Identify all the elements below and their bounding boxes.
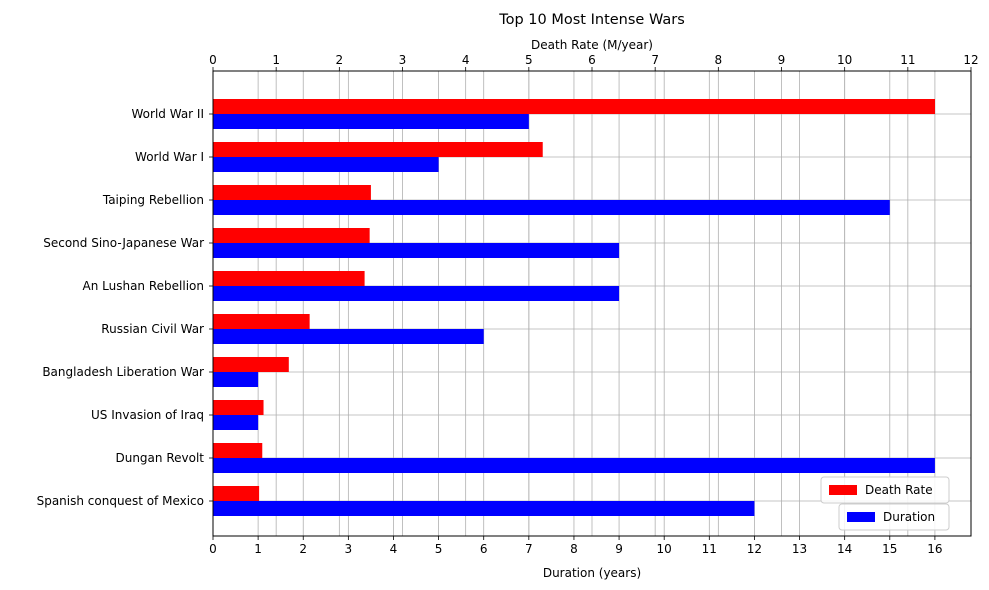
- legend-swatch: [829, 485, 857, 495]
- bar-duration: [213, 372, 259, 387]
- x-top-tick-label: 5: [525, 53, 533, 67]
- bar-duration: [213, 329, 484, 344]
- y-tick-label: Russian Civil War: [101, 322, 204, 336]
- x-top-tick-label: 4: [462, 53, 470, 67]
- y-tick-label: Dungan Revolt: [115, 451, 204, 465]
- legend-box: [820, 476, 950, 504]
- x-bottom-tick-label: 6: [480, 542, 488, 556]
- legend-label: Death Rate: [865, 483, 933, 497]
- x-bottom-tick-label: 13: [792, 542, 807, 556]
- x-bottom-tick-label: 0: [209, 542, 217, 556]
- bar-duration: [213, 286, 620, 301]
- x-bottom-tick-label: 3: [345, 542, 353, 556]
- x-top-tick-label: 2: [336, 53, 344, 67]
- y-tick-label: US Invasion of Iraq: [91, 408, 204, 422]
- legend-label: Duration: [883, 510, 935, 524]
- x-top-tick-label: 1: [272, 53, 280, 67]
- y-tick-label: World War II: [132, 107, 204, 121]
- x-top-tick-label: 10: [837, 53, 852, 67]
- x-top-tick-label: 6: [588, 53, 596, 67]
- chart-title: Top 10 Most Intense Wars: [498, 12, 685, 28]
- x-top-tick-label: 11: [900, 53, 915, 67]
- y-tick-label: Second Sino-Japanese War: [43, 236, 204, 250]
- bar-duration: [213, 200, 890, 215]
- bar-death-rate: [213, 400, 264, 415]
- x-bottom-tick-label: 8: [570, 542, 578, 556]
- top-axis-label: Death Rate (M/year): [531, 38, 653, 52]
- bar-duration: [213, 415, 259, 430]
- x-bottom-tick-label: 16: [927, 542, 942, 556]
- bottom-axis-label: Duration (years): [543, 566, 641, 580]
- ticks: World War II World War I Taiping Rebellion…: [37, 53, 979, 556]
- x-bottom-tick-label: 10: [657, 542, 672, 556]
- x-top-tick-label: 12: [963, 53, 978, 67]
- x-bottom-tick-label: 12: [747, 542, 762, 556]
- bar-death-rate: [213, 228, 370, 243]
- x-bottom-tick-label: 11: [702, 542, 717, 556]
- y-tick-label: Taiping Rebellion: [102, 193, 204, 207]
- bar-death-rate: [213, 142, 543, 157]
- bar-duration: [213, 243, 620, 258]
- y-tick-label: An Lushan Rebellion: [83, 279, 204, 293]
- bar-death-rate: [213, 443, 263, 458]
- legend-box: [838, 503, 950, 531]
- y-tick-label: Spanish conquest of Mexico: [37, 494, 204, 508]
- legend: Death Rate Duration: [820, 476, 950, 531]
- x-bottom-tick-label: 15: [882, 542, 897, 556]
- x-top-tick-label: 9: [778, 53, 786, 67]
- x-bottom-tick-label: 14: [837, 542, 852, 556]
- bar-duration: [213, 157, 439, 172]
- legend-swatch: [847, 512, 875, 522]
- bar-duration: [213, 501, 755, 516]
- bars: [213, 99, 935, 516]
- x-top-tick-label: 3: [399, 53, 407, 67]
- x-bottom-tick-label: 2: [299, 542, 307, 556]
- bar-death-rate: [213, 314, 310, 329]
- bar-death-rate: [213, 99, 935, 114]
- x-bottom-tick-label: 4: [390, 542, 398, 556]
- bar-death-rate: [213, 486, 260, 501]
- bar-death-rate: [213, 185, 371, 200]
- x-top-tick-label: 7: [651, 53, 659, 67]
- y-tick-label: Bangladesh Liberation War: [42, 365, 204, 379]
- x-bottom-tick-label: 5: [435, 542, 443, 556]
- bar-duration: [213, 114, 529, 129]
- bar-duration: [213, 458, 935, 473]
- x-bottom-tick-label: 9: [615, 542, 623, 556]
- x-top-tick-label: 0: [209, 53, 217, 67]
- bar-death-rate: [213, 357, 289, 372]
- x-bottom-tick-label: 1: [254, 542, 262, 556]
- x-bottom-tick-label: 7: [525, 542, 533, 556]
- y-tick-label: World War I: [135, 150, 204, 164]
- x-top-tick-label: 8: [715, 53, 723, 67]
- bar-death-rate: [213, 271, 365, 286]
